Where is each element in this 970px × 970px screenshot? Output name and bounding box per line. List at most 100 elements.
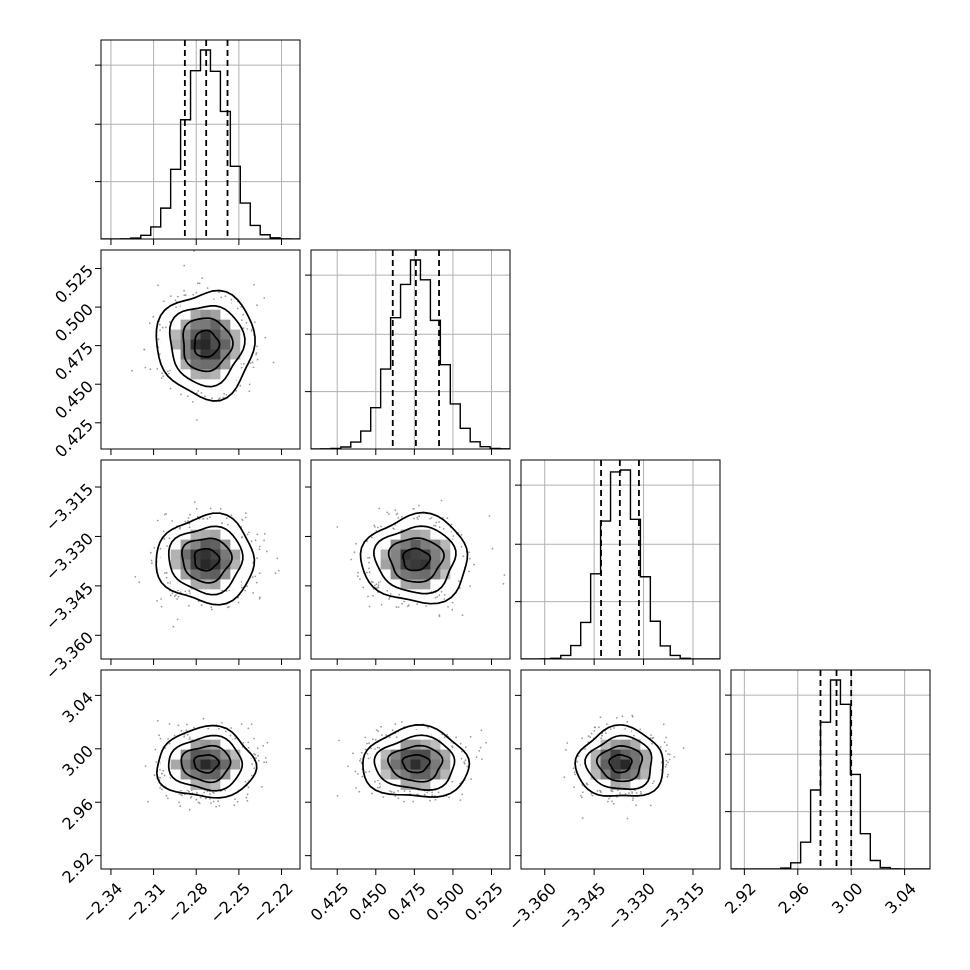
density-cell bbox=[220, 549, 231, 560]
scatter-point bbox=[197, 282, 199, 285]
scatter-point bbox=[478, 750, 481, 752]
scatter-point bbox=[188, 590, 191, 593]
density-cell bbox=[220, 559, 231, 570]
scatter-point bbox=[336, 526, 339, 528]
scatter-point bbox=[256, 358, 259, 361]
scatter-point bbox=[200, 392, 203, 394]
density-cell bbox=[230, 329, 241, 341]
scatter-point bbox=[168, 537, 171, 540]
density-cell bbox=[190, 759, 201, 770]
scatter-point bbox=[159, 776, 161, 779]
density-cell bbox=[200, 519, 211, 531]
density-cell bbox=[220, 369, 231, 380]
scatter-point bbox=[219, 507, 222, 510]
density-cell bbox=[430, 739, 441, 751]
scatter-point bbox=[488, 515, 491, 517]
scatter-point bbox=[359, 578, 361, 581]
scatter-point bbox=[397, 797, 400, 799]
scatter-point bbox=[376, 786, 379, 789]
density-cell bbox=[240, 749, 251, 761]
scatter-point bbox=[201, 277, 204, 279]
scatter-point bbox=[475, 756, 478, 758]
density-cell bbox=[170, 559, 182, 570]
scatter-point bbox=[372, 581, 374, 584]
density-cell bbox=[200, 299, 211, 311]
density-cell bbox=[220, 749, 231, 761]
scatter-point bbox=[180, 393, 183, 396]
scatter-point bbox=[396, 512, 399, 515]
scatter-point bbox=[180, 729, 183, 732]
density-cell bbox=[180, 329, 192, 341]
scatter-point bbox=[177, 589, 179, 592]
scatter-point bbox=[255, 757, 257, 759]
density-cell bbox=[410, 519, 421, 531]
density-cell bbox=[380, 739, 392, 751]
scatter-point bbox=[192, 293, 195, 296]
density-cell bbox=[420, 739, 431, 751]
scatter-point bbox=[153, 546, 156, 549]
scatter-point bbox=[225, 393, 228, 396]
scatter-point bbox=[447, 606, 449, 608]
density-cell bbox=[420, 769, 431, 780]
density-cell bbox=[430, 759, 441, 770]
density-cell bbox=[160, 559, 172, 570]
scatter-point bbox=[221, 589, 224, 592]
scatter-point bbox=[166, 545, 168, 547]
scatter-point bbox=[160, 377, 163, 379]
histogram bbox=[101, 49, 300, 239]
scatter-point bbox=[377, 526, 379, 529]
density-layer bbox=[336, 721, 487, 803]
scatter-point bbox=[357, 571, 359, 574]
density-cell bbox=[400, 579, 411, 590]
y-tick-label: 2.92 bbox=[58, 848, 97, 887]
density-cell bbox=[220, 359, 231, 370]
y-tick-label: 0.500 bbox=[51, 300, 97, 346]
scatter-point bbox=[210, 606, 213, 609]
scatter-point bbox=[177, 724, 180, 727]
density-cell bbox=[390, 549, 402, 560]
scatter-point bbox=[459, 742, 462, 745]
scatter-point bbox=[426, 791, 429, 794]
density-cell bbox=[430, 779, 441, 790]
scatter-point bbox=[375, 729, 378, 731]
scatter-point bbox=[229, 734, 232, 737]
scatter-point bbox=[256, 304, 258, 307]
scatter-point bbox=[423, 793, 426, 796]
density-cell bbox=[220, 309, 231, 321]
scatter-point bbox=[464, 746, 467, 748]
scatter-point bbox=[394, 795, 397, 797]
scatter-point bbox=[388, 736, 391, 739]
scatter-point bbox=[215, 805, 218, 808]
density-cell bbox=[410, 739, 421, 751]
panel-1-1 bbox=[305, 249, 511, 455]
density-cell bbox=[210, 299, 221, 311]
scatter-point bbox=[469, 585, 471, 588]
density-cell bbox=[440, 739, 451, 751]
scatter-point bbox=[434, 524, 437, 527]
density-cell bbox=[220, 299, 231, 311]
density-cell bbox=[180, 559, 192, 570]
density-cell bbox=[220, 769, 231, 780]
density-cell bbox=[200, 309, 211, 321]
density-cell bbox=[220, 329, 231, 341]
scatter-point bbox=[233, 804, 236, 807]
scatter-point bbox=[219, 397, 221, 400]
density-cell bbox=[160, 329, 172, 341]
scatter-point bbox=[196, 792, 198, 794]
density-cell bbox=[380, 759, 392, 770]
scatter-point bbox=[266, 741, 269, 744]
density-cell bbox=[190, 329, 201, 341]
scatter-point bbox=[218, 291, 221, 294]
scatter-point bbox=[393, 791, 395, 794]
scatter-point bbox=[157, 284, 159, 287]
density-cell bbox=[190, 549, 201, 560]
scatter-point bbox=[178, 801, 180, 804]
scatter-point bbox=[265, 550, 268, 553]
contour-2 bbox=[168, 305, 246, 388]
scatter-point bbox=[448, 796, 450, 799]
scatter-point bbox=[251, 763, 254, 766]
scatter-point bbox=[397, 517, 400, 519]
scatter-point bbox=[473, 563, 475, 566]
scatter-point bbox=[403, 800, 406, 803]
